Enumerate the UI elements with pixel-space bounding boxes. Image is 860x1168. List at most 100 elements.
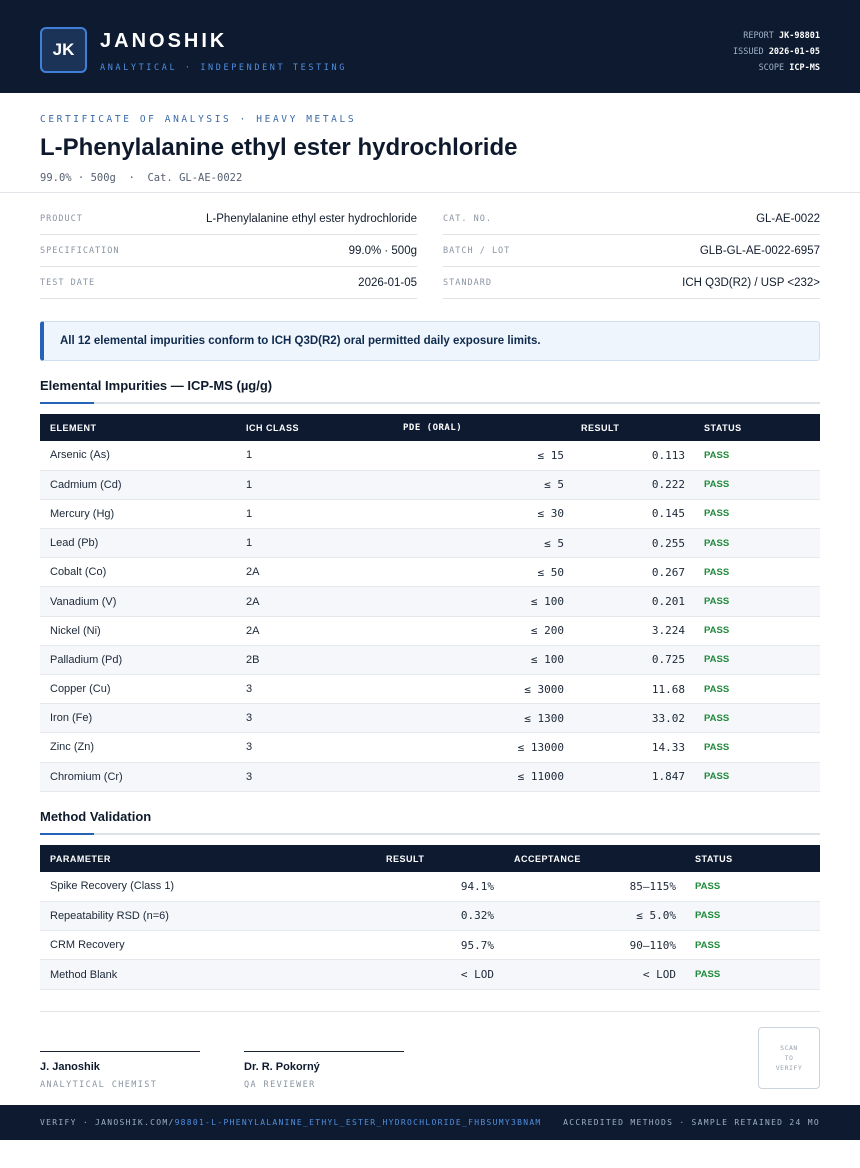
divider: [0, 192, 860, 193]
element-name: Cadmium (Cd): [40, 470, 246, 500]
logo-initials: JK: [52, 40, 75, 59]
parameter-name: Method Blank: [40, 959, 346, 990]
impurities-heading: Elemental Impurities — ICP-MS (µg/g): [40, 378, 273, 393]
status-badge: PASS: [685, 528, 820, 559]
verify-qr-placeholder[interactable]: SCAN TO VERIFY: [758, 1027, 820, 1089]
table-row: Palladium (Pd) 2B ≤ 100 0.725 PASS: [40, 645, 820, 676]
verify-link[interactable]: VERIFY · JANOSHIK.COM/98801-L-PHENYLALAN…: [40, 1118, 542, 1127]
element-name: Iron (Fe): [40, 703, 246, 734]
info-label: PRODUCT: [40, 213, 83, 224]
result-value: 1.847: [564, 762, 685, 792]
table-header-row: PARAMETER RESULT ACCEPTANCE STATUS: [40, 845, 820, 872]
column-header: PARAMETER: [40, 845, 346, 872]
info-row-specification: SPECIFICATION 99.0% · 500g: [40, 235, 417, 267]
table-row: Vanadium (V) 2A ≤ 100 0.201 PASS: [40, 586, 820, 617]
qr-text: TO: [784, 1054, 794, 1062]
table-row: Arsenic (As) 1 ≤ 15 0.113 PASS: [40, 441, 820, 471]
impurities-table: ELEMENT ICH CLASS PDE (ORAL) RESULT STAT…: [40, 414, 820, 792]
info-value: 2026-01-05: [358, 276, 417, 289]
impurities-table-body: Arsenic (As) 1 ≤ 15 0.113 PASS Cadmium (Cd) 1 ≤…: [40, 441, 820, 792]
table-row: Copper (Cu) 3 ≤ 3000 11.68 PASS: [40, 674, 820, 705]
parameter-name: CRM Recovery: [40, 930, 346, 961]
ich-class: 3: [246, 732, 403, 763]
scope-line: SCOPE ICP-MS: [733, 60, 820, 76]
result-value: 33.02: [564, 703, 685, 734]
scope-value: ICP-MS: [789, 63, 820, 73]
status-badge: PASS: [685, 645, 820, 676]
element-name: Zinc (Zn): [40, 732, 246, 763]
section-rule-accent: [40, 402, 94, 404]
element-name: Arsenic (As): [40, 441, 246, 471]
pde-limit: ≤ 1300: [403, 703, 564, 734]
element-name: Mercury (Hg): [40, 499, 246, 530]
info-column-right: CAT. NO. GL-AE-0022 BATCH / LOT GLB-GL-A…: [443, 203, 820, 299]
pde-limit: ≤ 13000: [403, 732, 564, 763]
info-value: ICH Q3D(R2) / USP <232>: [682, 276, 820, 289]
info-column-left: PRODUCT L-Phenylalanine ethyl ester hydr…: [40, 203, 417, 299]
table-row: Iron (Fe) 3 ≤ 1300 33.02 PASS: [40, 703, 820, 734]
qr-text: SCAN: [780, 1044, 798, 1052]
signature-block-reviewer: Dr. R. Pokorný QA REVIEWER: [244, 1051, 404, 1090]
element-name: Cobalt (Co): [40, 557, 246, 588]
document-kicker: CERTIFICATE OF ANALYSIS · HEAVY METALS: [40, 114, 357, 125]
table-row: Method Blank < LOD < LOD PASS: [40, 959, 820, 990]
element-name: Palladium (Pd): [40, 645, 246, 676]
acceptance-criteria: < LOD: [494, 959, 676, 990]
result-value: 14.33: [564, 732, 685, 763]
column-header: ELEMENT: [40, 414, 246, 441]
verify-prefix: VERIFY · JANOSHIK.COM/: [40, 1118, 175, 1127]
signature-block-chemist: J. Janoshik ANALYTICAL CHEMIST: [40, 1051, 200, 1090]
result-value: 0.113: [564, 441, 685, 471]
signatory-name: J. Janoshik: [40, 1061, 100, 1073]
status-badge: PASS: [676, 872, 820, 902]
pde-limit: ≤ 11000: [403, 762, 564, 792]
table-row: Cobalt (Co) 2A ≤ 50 0.267 PASS: [40, 557, 820, 588]
validation-heading: Method Validation: [40, 809, 152, 824]
section-rule: [40, 402, 820, 404]
pde-limit: ≤ 15: [403, 441, 564, 471]
pde-limit: ≤ 3000: [403, 674, 564, 705]
column-header: RESULT: [346, 845, 494, 872]
ich-class: 1: [246, 528, 403, 559]
acceptance-criteria: 90–110%: [494, 930, 676, 961]
pde-limit: ≤ 30: [403, 499, 564, 530]
table-row: Lead (Pb) 1 ≤ 5 0.255 PASS: [40, 528, 820, 559]
pde-limit: ≤ 100: [403, 645, 564, 676]
conformance-notice-text: All 12 elemental impurities conform to I…: [60, 335, 541, 347]
brand-tagline: ANALYTICAL · INDEPENDENT TESTING: [100, 63, 347, 73]
info-value: 99.0% · 500g: [348, 244, 417, 257]
pde-limit: ≤ 50: [403, 557, 564, 588]
table-row: Nickel (Ni) 2A ≤ 200 3.224 PASS: [40, 616, 820, 646]
ich-class: 1: [246, 441, 403, 471]
section-rule-accent: [40, 833, 94, 835]
result-value: 0.222: [564, 470, 685, 500]
result-value: 0.32%: [346, 901, 494, 932]
table-row: Zinc (Zn) 3 ≤ 13000 14.33 PASS: [40, 732, 820, 763]
table-row: Cadmium (Cd) 1 ≤ 5 0.222 PASS: [40, 470, 820, 500]
result-value: 0.201: [564, 586, 685, 617]
status-badge: PASS: [685, 441, 820, 471]
info-row-batch: BATCH / LOT GLB-GL-AE-0022-6957: [443, 235, 820, 267]
element-name: Vanadium (V): [40, 586, 246, 617]
page-title: L-Phenylalanine ethyl ester hydrochlorid…: [40, 134, 518, 161]
verify-url[interactable]: 98801-L-PHENYLALANINE_ETHYL_ESTER_HYDROC…: [174, 1118, 542, 1127]
result-value: 3.224: [564, 616, 685, 646]
issued-line: ISSUED 2026-01-05: [733, 44, 820, 60]
pde-limit: ≤ 200: [403, 616, 564, 646]
result-value: 94.1%: [346, 872, 494, 902]
pde-limit: ≤ 5: [403, 528, 564, 559]
status-badge: PASS: [685, 674, 820, 705]
result-value: 0.725: [564, 645, 685, 676]
element-name: Copper (Cu): [40, 674, 246, 705]
brand-name: JANOSHIK: [100, 30, 228, 52]
validation-table: PARAMETER RESULT ACCEPTANCE STATUS Spike…: [40, 845, 820, 990]
report-meta: REPORT JK-98801 ISSUED 2026-01-05 SCOPE …: [733, 28, 820, 76]
ich-class: 2B: [246, 645, 403, 676]
info-value: L-Phenylalanine ethyl ester hydrochlorid…: [206, 212, 417, 225]
result-value: 0.145: [564, 499, 685, 530]
info-row-cat-no: CAT. NO. GL-AE-0022: [443, 203, 820, 235]
result-value: 95.7%: [346, 930, 494, 961]
status-badge: PASS: [685, 470, 820, 500]
report-id-value: JK-98801: [779, 31, 820, 41]
signatory-role: ANALYTICAL CHEMIST: [40, 1080, 158, 1090]
